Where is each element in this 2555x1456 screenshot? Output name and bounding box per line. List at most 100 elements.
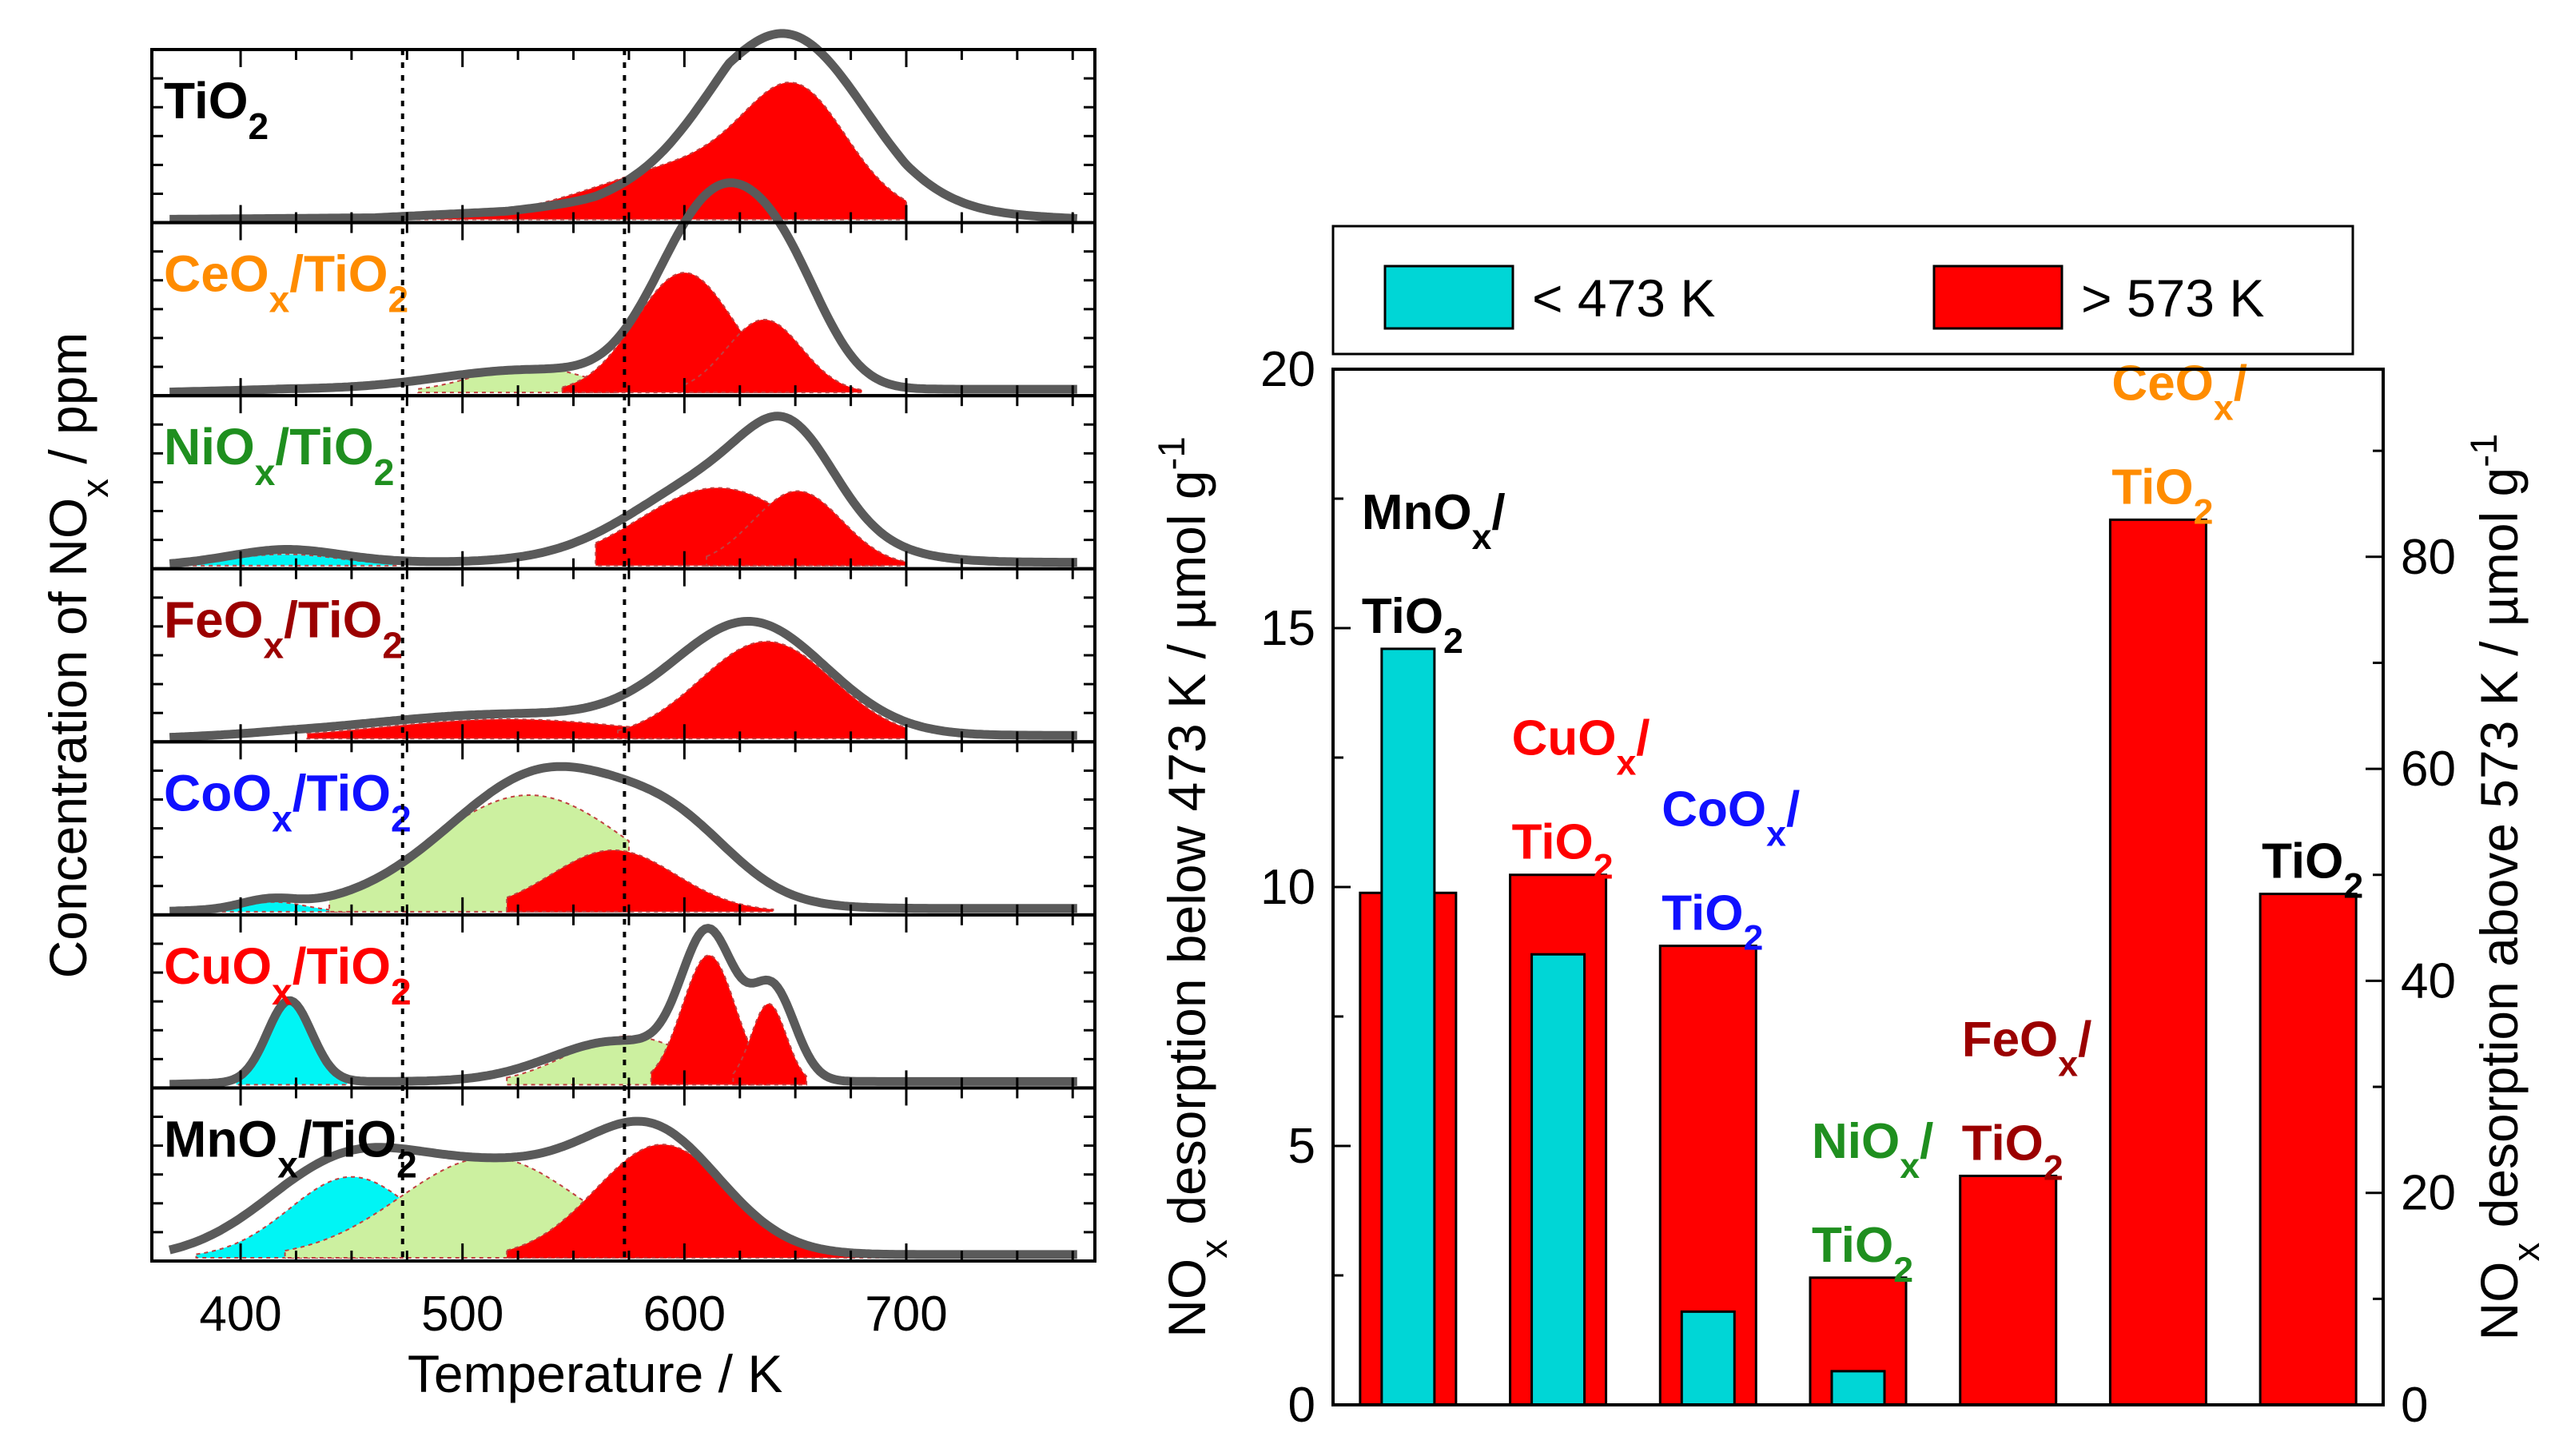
panel-label: MnOx/TiO2 xyxy=(164,1110,417,1185)
category-label-line1-part: FeO xyxy=(1962,1012,2059,1067)
y-axis-title: Concentration of NOx / ppm xyxy=(38,332,117,979)
category-label-line2-part: TiO xyxy=(1662,886,1743,941)
category-label-line1-part: / xyxy=(1786,782,1800,837)
panel-label-part: x xyxy=(277,1144,298,1185)
category-label-line1: FeOx/ xyxy=(1962,1012,2092,1084)
panel-label-part: x xyxy=(263,625,284,666)
category-label-line2-part: 2 xyxy=(1594,847,1614,886)
y-axis-title-part: x xyxy=(74,479,117,498)
category-label-line1: NiOx/ xyxy=(1812,1114,1933,1186)
total-profile-line xyxy=(168,924,1079,1089)
y-left-tick-label: 20 xyxy=(1260,342,1315,397)
category-label-line1: CeOx/ xyxy=(2111,356,2247,428)
panel-cuox-tio2: CuOx/TiO2 xyxy=(150,913,1096,1090)
category-label-line2: TiO2 xyxy=(1512,815,1614,887)
component-area xyxy=(306,718,686,740)
category-label-line1-part: CeO xyxy=(2111,356,2213,411)
category-label-line1-part: x xyxy=(1766,814,1786,853)
y-right-tick-label: 0 xyxy=(2401,1378,2428,1433)
category-label-line2-part: TiO xyxy=(2262,834,2343,889)
panel-label-part: x xyxy=(269,279,290,320)
bar-above-573-4 xyxy=(1959,1174,2058,1406)
component-area xyxy=(173,553,397,567)
category-label-line2-part: 2 xyxy=(2044,1148,2064,1187)
y-right-tick-label: 20 xyxy=(2401,1166,2456,1221)
category-label-line1-part: x xyxy=(1900,1146,1920,1185)
total-profile-line xyxy=(168,1116,1079,1259)
panel-label-part: MnO xyxy=(164,1110,277,1168)
component-area xyxy=(617,640,907,740)
panel-label-part: 2 xyxy=(388,279,409,320)
category-label-line2-part: 2 xyxy=(1743,918,1763,957)
category-label-line1: CoOx/ xyxy=(1662,782,1800,854)
panel-label-part: /TiO xyxy=(293,937,391,995)
legend-swatch-red xyxy=(1932,265,2064,330)
legend-label-above-573: > 573 K xyxy=(2081,269,2264,328)
category-label-line2: TiO2 xyxy=(1812,1218,1913,1290)
category-label-line1-part: / xyxy=(1491,485,1505,540)
panel-label-part: 2 xyxy=(374,452,395,493)
x-axis-title: Temperature / K xyxy=(408,1344,783,1403)
y-left-tick-label: 5 xyxy=(1288,1119,1315,1174)
bar-below-473-3 xyxy=(1830,1370,1886,1406)
y-right-tick-label: 40 xyxy=(2401,953,2456,1008)
category-label-line2: TiO2 xyxy=(2262,834,2363,906)
panel-label-part: FeO xyxy=(164,591,263,649)
category-label-line2-part: 2 xyxy=(2343,866,2363,905)
panel-label-part: x xyxy=(272,798,293,839)
bar-above-573-6 xyxy=(2259,893,2358,1406)
panel-mnox-tio2: MnOx/TiO2 xyxy=(150,1086,1096,1263)
y-right-tick-label: 60 xyxy=(2401,742,2456,797)
total-profile-line xyxy=(168,617,1079,742)
panel-label-part: CoO xyxy=(164,764,272,821)
category-label-line2-part: TiO xyxy=(1362,589,1443,644)
component-area xyxy=(650,954,770,1086)
y-right-axis-title-part: NO xyxy=(2469,1261,2529,1340)
category-label-line1-part: MnO xyxy=(1362,485,1472,540)
category-label-line1-part: / xyxy=(1920,1114,1933,1169)
category-label-line1-part: CuO xyxy=(1512,711,1617,766)
y-right-axis-title-part: desorption above 573 K / µmol g xyxy=(2469,467,2529,1243)
legend: < 473 K > 573 K xyxy=(1331,225,2354,356)
category-label-line1-part: x xyxy=(1472,517,1492,556)
x-tick-label: 700 xyxy=(865,1287,947,1342)
category-label-line2-part: 2 xyxy=(1893,1250,1913,1289)
category-label-line1-part: / xyxy=(2078,1012,2091,1067)
legend-swatch-cyan xyxy=(1383,265,1514,330)
panel-label-part: /TiO xyxy=(284,591,382,649)
panel-label: CeOx/TiO2 xyxy=(164,245,408,320)
y-left-axis-title-part: x xyxy=(1193,1239,1236,1259)
category-label-line1-part: x xyxy=(1616,743,1636,782)
category-label-line2: TiO2 xyxy=(1362,589,1463,661)
panel-label-part: 2 xyxy=(382,625,403,666)
category-label-line2-part: 2 xyxy=(1443,621,1463,660)
bar-above-573-5 xyxy=(2108,518,2207,1406)
y-right-axis-title: NOx desorption above 573 K / µmol g-1 xyxy=(2463,434,2548,1341)
y-left-axis-title-part: -1 xyxy=(1151,436,1193,470)
y-axis-title-part: Concentration of NO xyxy=(38,498,98,979)
panel-coox-tio2: CoOx/TiO2 xyxy=(150,740,1096,917)
component-area xyxy=(506,1035,675,1086)
category-label-line2-part: 2 xyxy=(2194,492,2214,531)
category-label-line2: TiO2 xyxy=(1662,886,1763,958)
panel-label: FeOx/TiO2 xyxy=(164,591,403,666)
category-label-line2-part: TiO xyxy=(1512,815,1594,870)
x-tick-label: 400 xyxy=(199,1287,281,1342)
panel-label: CoOx/TiO2 xyxy=(164,764,412,839)
panel-label-part: TiO xyxy=(164,72,249,129)
panel-label: NiOx/TiO2 xyxy=(164,418,394,493)
y-right-axis-title-part: x xyxy=(2505,1242,2548,1261)
panel-label-part: 2 xyxy=(249,105,269,147)
component-area xyxy=(732,1003,808,1086)
category-label-line2: TiO2 xyxy=(2111,459,2213,531)
category-label-line1: CuOx/ xyxy=(1512,711,1650,783)
panel-label-part: /TiO xyxy=(293,764,391,821)
y-axis-title-part: / ppm xyxy=(38,332,98,479)
category-label-line1-part: / xyxy=(1636,711,1650,766)
panel-label-part: 2 xyxy=(396,1144,417,1185)
y-right-tick-label: 80 xyxy=(2401,530,2456,585)
component-area xyxy=(506,849,774,913)
nox-desorption-bar-chart: < 473 K > 573 KTiO2MnOx/TiO2CuOx/TiO2CoOx… xyxy=(1151,225,2548,1433)
legend-label-below-473: < 473 K xyxy=(1532,269,1715,328)
